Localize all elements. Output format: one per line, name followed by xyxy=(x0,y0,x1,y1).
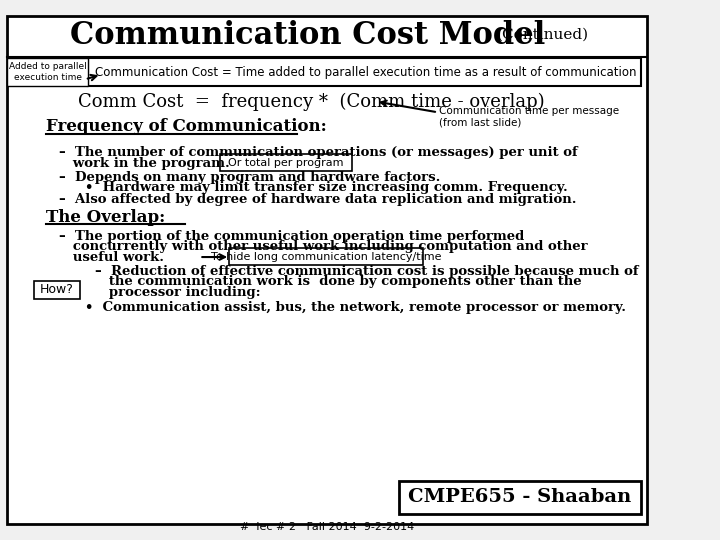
Text: •  Communication assist, bus, the network, remote processor or memory.: • Communication assist, bus, the network… xyxy=(85,301,626,314)
FancyBboxPatch shape xyxy=(399,481,641,514)
Text: Or total per program: Or total per program xyxy=(228,158,343,167)
Text: •  Hardware may limit transfer size increasing comm. Frequency.: • Hardware may limit transfer size incre… xyxy=(85,181,567,194)
Text: Communication Cost Model: Communication Cost Model xyxy=(70,19,545,51)
Text: To hide long communication latency/time: To hide long communication latency/time xyxy=(211,252,441,261)
Text: Comm Cost  =  frequency *  (Comm time - overlap): Comm Cost = frequency * (Comm time - ove… xyxy=(78,92,545,111)
FancyBboxPatch shape xyxy=(89,58,641,86)
FancyBboxPatch shape xyxy=(6,58,89,86)
Text: How?: How? xyxy=(40,284,73,296)
Text: Communication Cost = Time added to parallel execution time as a result of commun: Communication Cost = Time added to paral… xyxy=(95,66,636,79)
Text: work in the program.: work in the program. xyxy=(59,157,230,170)
Text: (Continued): (Continued) xyxy=(496,28,588,42)
Text: processor including:: processor including: xyxy=(95,286,261,299)
Text: The Overlap:: The Overlap: xyxy=(46,208,165,226)
FancyBboxPatch shape xyxy=(230,248,423,265)
Text: –  The number of communication operations (or messages) per unit of: – The number of communication operations… xyxy=(59,146,577,159)
FancyBboxPatch shape xyxy=(34,281,81,299)
Text: concurrently with other useful work including computation and other: concurrently with other useful work incl… xyxy=(59,240,588,253)
FancyBboxPatch shape xyxy=(6,16,647,524)
Text: CMPE655 - Shaaban: CMPE655 - Shaaban xyxy=(408,488,631,507)
Text: –  Depends on many program and hardware factors.: – Depends on many program and hardware f… xyxy=(59,171,440,184)
Text: #  lec # 2   Fall 2014  9-2-2014: # lec # 2 Fall 2014 9-2-2014 xyxy=(240,522,414,531)
Text: –  Also affected by degree of hardware data replication and migration.: – Also affected by degree of hardware da… xyxy=(59,193,576,206)
Text: –  The portion of the communication operation time performed: – The portion of the communication opera… xyxy=(59,230,524,243)
Text: –  Reduction of effective communication cost is possible because much of: – Reduction of effective communication c… xyxy=(95,265,638,278)
Text: Added to parallel
execution time: Added to parallel execution time xyxy=(9,62,86,82)
Text: Frequency of Communication:: Frequency of Communication: xyxy=(46,118,326,136)
Text: Communication time per message
(from last slide): Communication time per message (from las… xyxy=(439,106,619,127)
Text: useful work.: useful work. xyxy=(59,251,164,264)
FancyBboxPatch shape xyxy=(220,154,351,171)
Text: the communication work is  done by components other than the: the communication work is done by compon… xyxy=(95,275,581,288)
